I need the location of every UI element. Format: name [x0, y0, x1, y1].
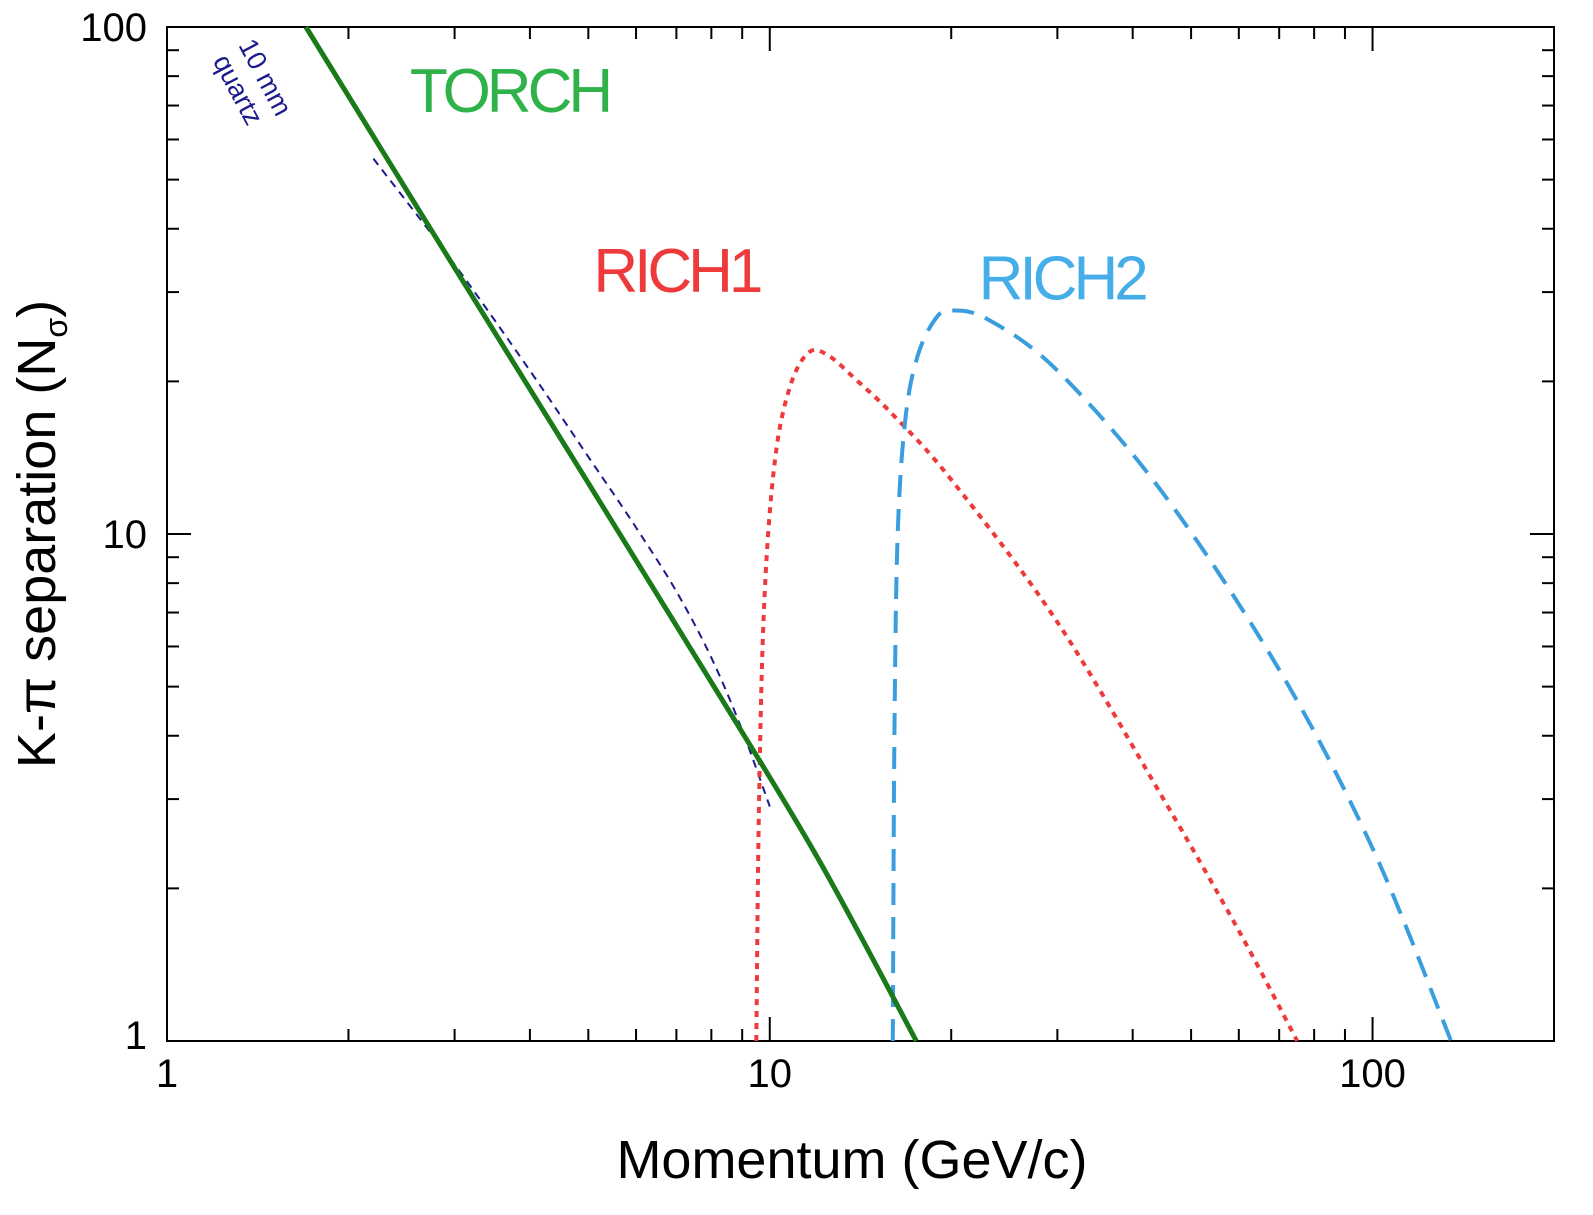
- series-line-rich1: [754, 347, 1299, 1042]
- y-tick-label: 1: [125, 1014, 147, 1058]
- series-line-rich2: [890, 308, 1453, 1042]
- axis-ticks: [166, 26, 1555, 1042]
- x-tick-label: 100: [1339, 1052, 1406, 1096]
- series-line-torch: [303, 25, 919, 1043]
- series-label-rich1: RICH1: [593, 237, 761, 306]
- y-axis-title-main: K-π separation (N: [7, 338, 67, 768]
- x-axis-title: Momentum (GeV/c): [616, 1130, 1087, 1190]
- series-labels: TORCH RICH1 RICH2: [410, 57, 1150, 314]
- y-tick-label: 10: [103, 513, 148, 557]
- quartz-annotation: 10 mm quartz: [207, 34, 298, 130]
- y-axis-title-subscript: σ: [38, 318, 74, 338]
- y-axis-title: K-π separation (Nσ): [7, 300, 74, 768]
- x-tick-label: 10: [748, 1052, 793, 1096]
- tick-labels: 1 10 100 1 10 100: [80, 6, 1406, 1096]
- series-group: [303, 25, 1453, 1043]
- series-label-rich2: RICH2: [979, 245, 1147, 314]
- y-axis-title-close: ): [7, 300, 67, 318]
- x-tick-label: 1: [156, 1052, 178, 1096]
- series-label-torch: TORCH: [410, 57, 609, 126]
- plot-frame: [166, 26, 1555, 1042]
- y-tick-label: 100: [80, 6, 147, 50]
